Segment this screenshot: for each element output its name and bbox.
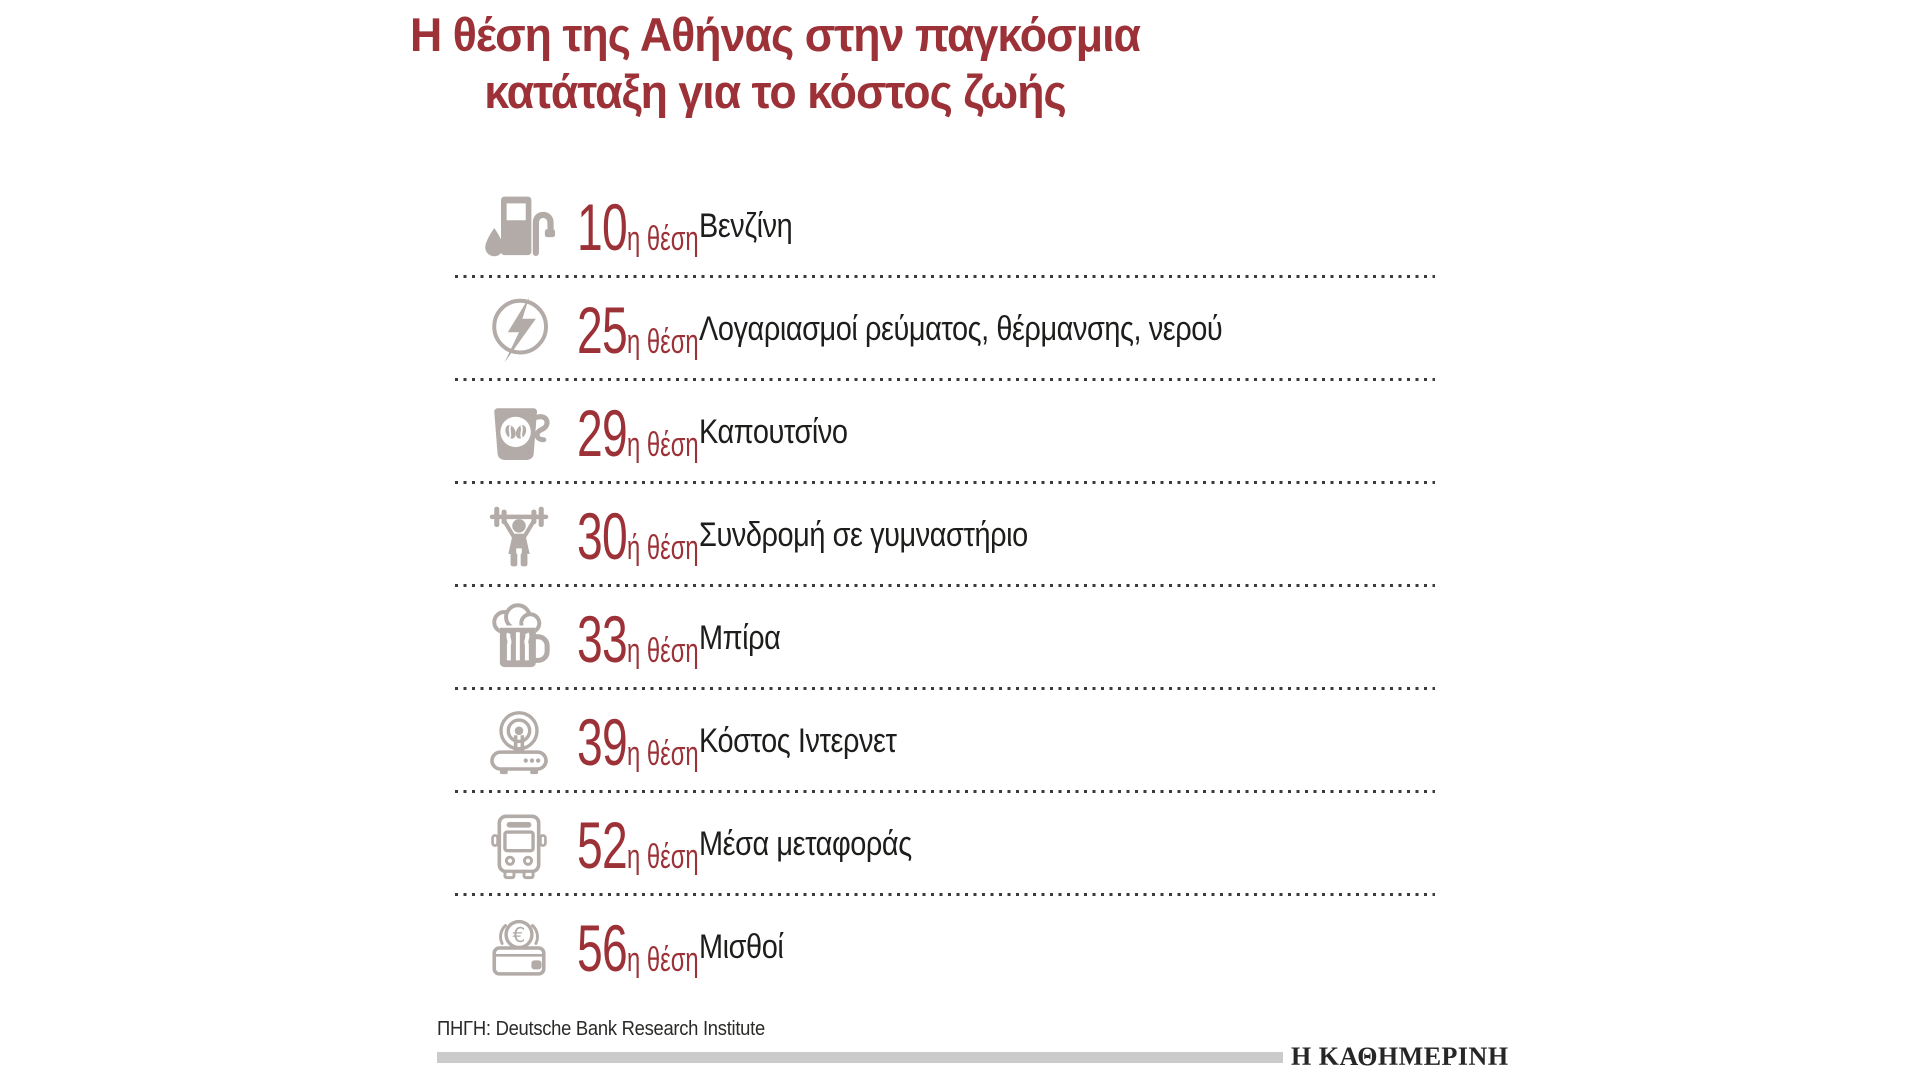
rank-number: 39 <box>577 704 628 779</box>
page-title-line1: Η θέση της Αθήνας στην παγκόσμια <box>409 8 1141 61</box>
category-label: Κόστος Ιντερνετ <box>699 722 897 760</box>
list-item: 56η θέση Μισθοί <box>455 896 1435 999</box>
weightlifter-icon <box>483 500 555 572</box>
rank-number: 56 <box>577 910 628 985</box>
rank-value: 29η θέση <box>577 400 699 466</box>
list-item: 25η θέση Λογαριασμοί ρεύματος, θέρμανσης… <box>455 278 1435 381</box>
category-label: Καπουτσίνο <box>699 413 848 451</box>
list-item: 52η θέση Μέσα μεταφοράς <box>455 793 1435 896</box>
bus-icon <box>483 809 555 881</box>
rank-suffix: η θέση <box>626 631 699 670</box>
category-label: Μέσα μεταφοράς <box>699 825 912 863</box>
rank-suffix: η θέση <box>626 837 699 876</box>
beer-mug-icon <box>483 603 555 675</box>
page-title-line2: κατάταξη για το κόστος ζωής <box>484 65 1067 118</box>
fuel-pump-icon <box>483 191 555 263</box>
lightning-icon <box>483 294 555 366</box>
page-title: Η θέση της Αθήνας στην παγκόσμια κατάταξ… <box>400 6 1151 120</box>
list-item: 10η θέση Βενζίνη <box>455 175 1435 278</box>
rank-suffix: η θέση <box>626 425 699 464</box>
category-label: Βενζίνη <box>699 207 793 245</box>
rank-suffix: η θέση <box>626 322 699 361</box>
list-item: 30ή θέση Συνδρομή σε γυμναστήριο <box>455 484 1435 587</box>
rank-number: 52 <box>577 807 628 882</box>
rank-value: 25η θέση <box>577 297 699 363</box>
rank-value: 33η θέση <box>577 606 699 672</box>
list-item: 39η θέση Κόστος Ιντερνετ <box>455 690 1435 793</box>
rank-number: 25 <box>577 292 628 367</box>
router-icon <box>483 706 555 778</box>
source-note: ΠΗΓΗ: Deutsche Bank Research Institute <box>437 1018 765 1040</box>
rank-value: 39η θέση <box>577 709 699 775</box>
rank-value: 30ή θέση <box>577 503 699 569</box>
wallet-euro-icon <box>483 912 555 984</box>
rank-value: 52η θέση <box>577 812 699 878</box>
rank-suffix: ή θέση <box>626 528 699 567</box>
ranking-list: 10η θέση Βενζίνη 25η θέση Λογαριασμοί ρε… <box>455 175 1435 999</box>
rank-number: 29 <box>577 395 628 470</box>
rank-number: 30 <box>577 498 628 573</box>
category-label: Μισθοί <box>699 928 784 966</box>
cappuccino-icon <box>483 397 555 469</box>
list-item: 29η θέση Καπουτσίνο <box>455 381 1435 484</box>
rank-suffix: η θέση <box>626 734 699 773</box>
rank-number: 33 <box>577 601 628 676</box>
rank-number: 10 <box>577 189 628 264</box>
category-label: Λογαριασμοί ρεύματος, θέρμανσης, νερού <box>699 310 1223 348</box>
rank-suffix: η θέση <box>626 940 699 979</box>
category-label: Συνδρομή σε γυμναστήριο <box>699 516 1028 554</box>
list-item: 33η θέση Μπίρα <box>455 587 1435 690</box>
footer-divider-bar <box>437 1052 1283 1063</box>
rank-value: 10η θέση <box>577 194 699 260</box>
rank-value: 56η θέση <box>577 915 699 981</box>
category-label: Μπίρα <box>699 619 781 657</box>
kathimerini-logo: Η ΚΑΘΗΜΕΡΙΝΗ <box>1291 1042 1509 1071</box>
rank-suffix: η θέση <box>626 219 699 258</box>
